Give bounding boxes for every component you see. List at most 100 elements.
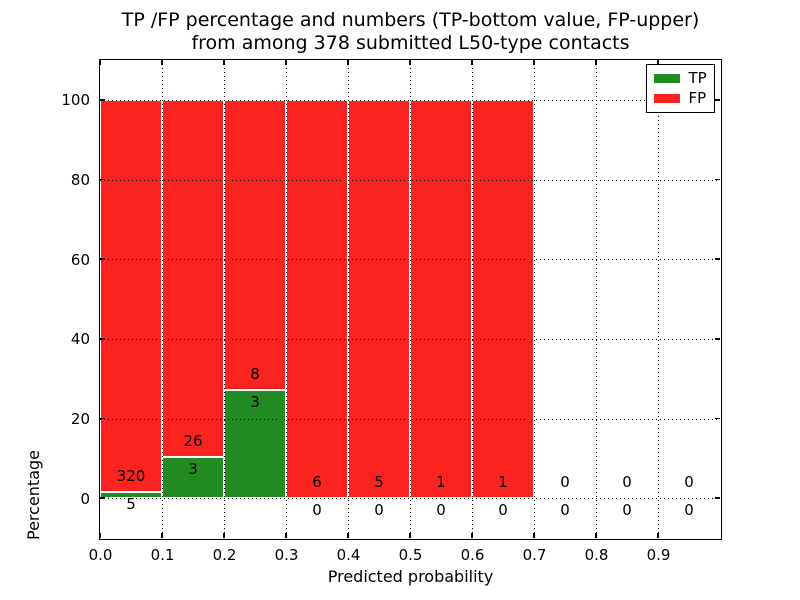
bar-fp-count-label: 0 (560, 473, 570, 492)
bar-tp-count-label: 0 (312, 501, 322, 520)
y-tick-label: 100 (61, 91, 90, 110)
bar-tp-count-label: 3 (250, 392, 260, 411)
gridline-v (224, 60, 225, 538)
y-tick-mark (100, 338, 105, 340)
bar-tp-count-label: 0 (560, 501, 570, 520)
x-tick-label: 0.7 (522, 546, 547, 564)
bar-fp-segment (348, 99, 410, 499)
plot-area: 320 5 26 3 8 3 6 0 5 0 1 0 1 0 0 0 0 0 0 0 TP FP (99, 59, 722, 540)
x-tick-mark (285, 533, 287, 538)
gridline-v (286, 60, 287, 538)
bar-fp-count-label: 320 (116, 467, 146, 486)
x-tick-mark (533, 533, 535, 538)
chart-title-line1: TP /FP percentage and numbers (TP-bottom… (121, 9, 700, 31)
bar-fp-segment (162, 99, 224, 457)
bar-tp-segment (100, 492, 162, 499)
x-tick-mark-top (657, 60, 659, 65)
bar-fp-count-label: 5 (374, 473, 384, 492)
legend-fp-label: FP (688, 88, 707, 107)
x-tick-mark (657, 533, 659, 538)
y-tick-mark-right (715, 417, 720, 420)
y-tick-mark-right (715, 497, 720, 499)
gridline-v (534, 60, 535, 538)
bar-tp-count-label: 0 (684, 501, 694, 520)
bar-tp-count-label: 3 (188, 459, 198, 478)
x-tick-label: 0.1 (150, 546, 175, 564)
gridline-v (658, 60, 659, 538)
bar-fp-count-label: 6 (312, 473, 322, 492)
x-tick-mark-top (161, 60, 163, 65)
y-tick-label: 60 (70, 250, 90, 269)
gridline-v (596, 60, 597, 538)
x-tick-mark (595, 533, 597, 538)
y-tick-mark (100, 497, 105, 499)
bar-fp-count-label: 1 (436, 473, 446, 492)
bar-fp-count-label: 26 (183, 431, 203, 450)
gridline-v (162, 60, 163, 538)
gridline-v (410, 60, 411, 538)
bar-tp-count-label: 5 (126, 495, 136, 514)
gridline-v (472, 60, 473, 538)
legend-fp-swatch-icon (653, 93, 680, 103)
x-tick-label: 0.3 (274, 546, 299, 564)
y-tick-mark (100, 258, 105, 260)
bar-fp-count-label: 1 (498, 473, 508, 492)
y-tick-mark (100, 178, 105, 181)
x-tick-mark-top (409, 60, 411, 65)
legend-tp-swatch-icon (653, 73, 680, 83)
x-tick-mark-top (595, 60, 597, 65)
x-tick-mark-top (471, 60, 473, 65)
x-tick-label: 0.2 (212, 546, 237, 564)
chart-title: TP /FP percentage and numbers (TP-bottom… (99, 9, 722, 55)
x-tick-mark-top (99, 60, 101, 65)
y-tick-mark-right (715, 178, 720, 181)
bar-fp-count-label: 0 (622, 473, 632, 492)
gridline-v (348, 60, 349, 538)
x-tick-mark-top (223, 60, 225, 65)
y-tick-label: 40 (70, 330, 90, 349)
x-tick-label: 0.9 (646, 546, 671, 564)
x-tick-mark (471, 533, 473, 538)
legend-item-fp: FP (653, 88, 707, 107)
y-tick-mark-right (715, 99, 720, 101)
y-tick-mark-right (715, 258, 720, 260)
bar-fp-count-label: 8 (250, 364, 260, 383)
y-axis-label: Percentage (24, 449, 43, 540)
x-tick-mark-top (347, 60, 349, 65)
bar-fp-segment (410, 99, 472, 499)
y-tick-mark (100, 417, 105, 420)
bar-fp-segment (100, 99, 162, 493)
bar-tp-segment (162, 456, 224, 499)
y-tick-mark (100, 99, 105, 101)
x-tick-mark (99, 533, 101, 538)
x-tick-label: 0.5 (398, 546, 423, 564)
bar-fp-segment (286, 99, 348, 499)
x-tick-label: 0.6 (460, 546, 485, 564)
x-tick-mark-top (285, 60, 287, 65)
legend-item-tp: TP (653, 68, 707, 87)
x-tick-mark (347, 533, 349, 538)
chart-title-line2: from among 378 submitted L50-type contac… (191, 32, 630, 54)
x-axis-label: Predicted probability (327, 567, 494, 586)
bar-tp-count-label: 0 (436, 501, 446, 520)
legend-box: TP FP (645, 63, 715, 113)
x-tick-mark-top (533, 60, 535, 65)
y-tick-label: 20 (70, 410, 90, 428)
x-tick-label: 0.0 (88, 546, 113, 564)
bar-tp-count-label: 0 (622, 501, 632, 520)
x-tick-mark (409, 533, 411, 538)
y-tick-mark-right (715, 338, 720, 340)
bar-fp-count-label: 0 (684, 473, 694, 492)
x-tick-label: 0.8 (584, 546, 609, 564)
bar-fp-segment (472, 99, 534, 499)
bar-fp-segment (224, 99, 286, 390)
y-tick-label: 80 (70, 171, 90, 189)
y-tick-label: 0 (80, 489, 90, 508)
bar-tp-count-label: 0 (498, 501, 508, 520)
x-tick-mark (161, 533, 163, 538)
plot-inner: 320 5 26 3 8 3 6 0 5 0 1 0 1 0 0 0 0 0 0 0 (99, 60, 720, 538)
x-tick-mark (223, 533, 225, 538)
legend-tp-label: TP (688, 68, 707, 87)
x-tick-label: 0.4 (336, 546, 361, 564)
